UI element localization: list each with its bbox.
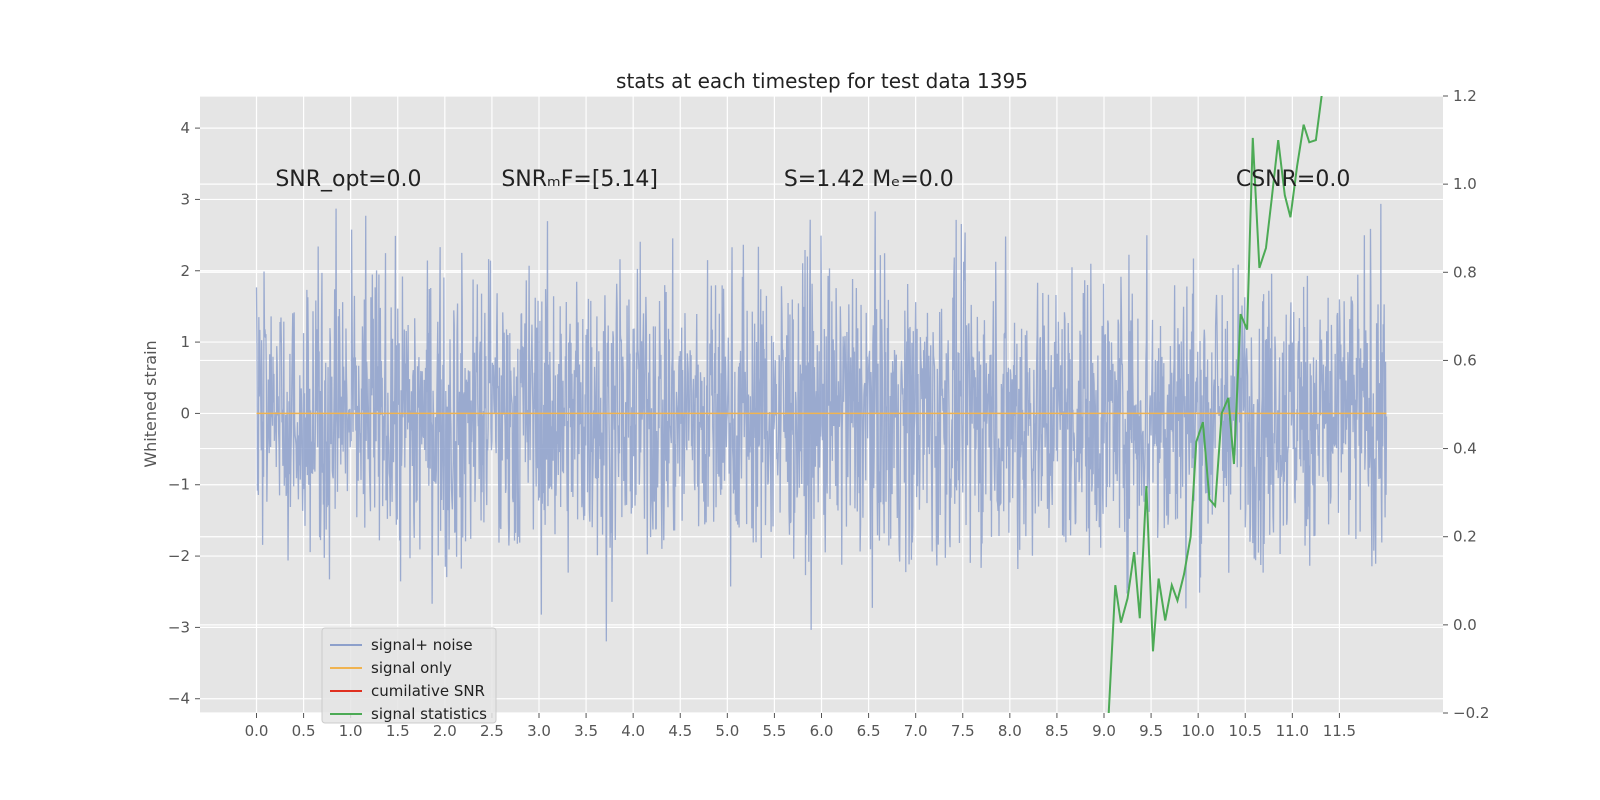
y-tick-label: 1 [180, 333, 190, 351]
x-tick-label: 8.5 [1045, 722, 1069, 740]
series-signal-statistics-line [1107, 96, 1323, 713]
x-tick-label: 11.5 [1323, 722, 1356, 740]
x-tick-label: 10.5 [1229, 722, 1262, 740]
legend-label: cumilative SNR [371, 682, 485, 700]
x-tick-label: 1.5 [386, 722, 410, 740]
chart-title: stats at each timestep for test data 139… [616, 69, 1028, 93]
x-tick-label: 0.5 [292, 722, 316, 740]
x-tick-label: 0.0 [245, 722, 269, 740]
y2-tick-label: 1.0 [1453, 175, 1477, 193]
y-tick-label: −2 [168, 547, 190, 565]
x-tick-label: 9.0 [1092, 722, 1116, 740]
legend-label: signal+ noise [371, 636, 473, 654]
x-tick-label: 1.0 [339, 722, 363, 740]
y-tick-label: 0 [180, 404, 190, 422]
x-tick-label: 10.0 [1181, 722, 1214, 740]
legend: signal+ noise signal only cumilative SNR si… [321, 627, 497, 724]
x-axis-ticks: 0.0 0.5 1.0 1.5 2.0 2.5 3.0 3.5 4.0 4.5 5.0 5.5 6.0 6… [245, 713, 1356, 740]
x-tick-label: 2.0 [433, 722, 457, 740]
x-tick-label: 6.0 [810, 722, 834, 740]
y-tick-label: 2 [180, 262, 190, 280]
x-tick-label: 2.5 [480, 722, 504, 740]
x-tick-label: 11.0 [1276, 722, 1309, 740]
x-tick-label: 5.0 [715, 722, 739, 740]
x-tick-label: 6.5 [857, 722, 881, 740]
y2-tick-label: 1.2 [1453, 87, 1477, 105]
y2-axis-ticks: 1.2 1.0 0.8 0.6 0.4 0.2 0.0 −0.2 [1443, 87, 1489, 722]
y2-tick-label: −0.2 [1453, 704, 1489, 722]
y-tick-label: −3 [168, 618, 190, 636]
y2-tick-label: 0.8 [1453, 263, 1477, 281]
y-tick-label: −1 [168, 476, 190, 494]
y-axis-label: Whitened strain [141, 340, 160, 467]
x-tick-label: 3.5 [574, 722, 598, 740]
annotation-snr-opt: SNR_opt=0.0 [275, 167, 421, 192]
x-tick-label: 7.5 [951, 722, 975, 740]
x-tick-label: 7.0 [904, 722, 928, 740]
y-tick-label: 4 [180, 119, 190, 137]
x-tick-label: 5.5 [762, 722, 786, 740]
y2-tick-label: 0.2 [1453, 528, 1477, 546]
x-tick-label: 9.5 [1139, 722, 1163, 740]
annotation-snr-mf: SNRₘF=[5.14] [501, 167, 658, 192]
series-layer [255, 96, 1388, 713]
x-tick-label: 4.0 [621, 722, 645, 740]
annotations: SNR_opt=0.0 SNRₘF=[5.14] S=1.42 Mₑ=0.0 CSNR… [275, 167, 1350, 192]
legend-label: signal statistics [371, 705, 487, 723]
annotation-csnr: CSNR=0.0 [1236, 167, 1351, 192]
y2-tick-label: 0.6 [1453, 351, 1477, 369]
y2-tick-label: 0.0 [1453, 616, 1477, 634]
y-axis-ticks: 4 3 2 1 0 −1 −2 −3 −4 [168, 119, 200, 708]
x-tick-label: 4.5 [668, 722, 692, 740]
x-tick-label: 8.0 [998, 722, 1022, 740]
x-tick-label: 3.0 [527, 722, 551, 740]
legend-box [321, 627, 497, 724]
y-tick-label: 3 [180, 190, 190, 208]
annotation-s-mc: S=1.42 Mₑ=0.0 [784, 167, 954, 192]
y-tick-label: −4 [168, 690, 190, 708]
legend-label: signal only [371, 659, 452, 677]
y2-tick-label: 0.4 [1453, 440, 1477, 458]
